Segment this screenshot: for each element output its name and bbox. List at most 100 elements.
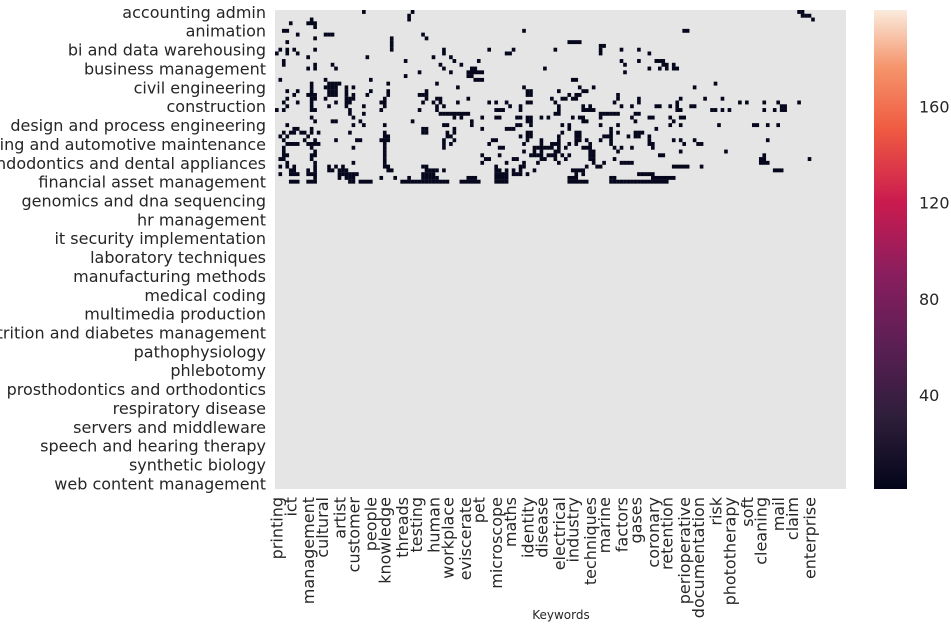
heatmap-cell: [598, 115, 603, 120]
heatmap-cell: [382, 123, 387, 128]
heatmap-cell: [623, 70, 627, 75]
heatmap-cell: [605, 134, 610, 139]
heatmap-cell: [657, 104, 662, 109]
heatmap-cell: [306, 168, 310, 173]
heatmap-cell: [776, 168, 780, 173]
heatmap-cell: [449, 70, 453, 75]
heatmap-cell: [313, 168, 317, 173]
heatmap-cell: [567, 179, 572, 184]
heatmap-cell: [574, 172, 579, 177]
heatmap-cell: [292, 92, 297, 97]
heatmap-cell: [466, 96, 471, 101]
heatmap-cell: [609, 126, 613, 131]
heatmap-cell: [560, 130, 565, 135]
heatmap-cell: [421, 130, 425, 135]
heatmap-cell: [647, 172, 652, 177]
heatmap-cell: [651, 175, 655, 180]
heatmap-cell: [570, 175, 575, 180]
heatmap-cell: [497, 145, 502, 150]
y-tick-label: medical coding: [144, 286, 266, 305]
heatmap-cell: [407, 179, 411, 184]
heatmap-cell: [407, 17, 411, 22]
heatmap-cell: [647, 134, 652, 139]
heatmap-cell: [323, 85, 328, 90]
heatmap-cell: [570, 179, 575, 184]
heatmap-cell: [588, 145, 592, 150]
heatmap-cell: [508, 104, 512, 109]
heatmap-cell: [281, 62, 286, 67]
heatmap-cell: [525, 92, 530, 97]
heatmap-cell: [557, 104, 561, 109]
heatmap-cell: [682, 115, 686, 120]
heatmap-cell: [543, 66, 547, 71]
heatmap-cell: [727, 108, 732, 112]
heatmap-cell: [407, 13, 411, 18]
heatmap-cell: [386, 81, 391, 86]
heatmap-cell: [344, 168, 349, 173]
heatmap-cell: [369, 77, 373, 82]
heatmap-cell: [651, 145, 655, 150]
heatmap-cell: [435, 96, 439, 101]
heatmap-cell: [522, 160, 526, 165]
heatmap-cell: [487, 100, 492, 105]
heatmap-cell: [275, 51, 279, 56]
heatmap-cell: [295, 32, 300, 37]
heatmap-cell: [421, 92, 425, 97]
heatmap-cell: [612, 111, 617, 116]
heatmap-cell: [651, 142, 655, 146]
heatmap-cell: [619, 104, 624, 109]
heatmap-cell: [758, 160, 763, 165]
heatmap-cell: [382, 100, 387, 105]
heatmap-cell: [619, 179, 624, 184]
heatmap-cell: [348, 179, 352, 184]
heatmap-cell: [362, 10, 366, 14]
heatmap-cell: [487, 157, 492, 162]
heatmap-cell: [316, 142, 321, 146]
heatmap-cell: [745, 100, 749, 105]
heatmap-cell: [355, 172, 359, 177]
heatmap-cell: [574, 40, 579, 45]
heatmap-cell: [452, 130, 457, 135]
heatmap-cell: [553, 100, 558, 105]
heatmap-cell: [275, 108, 279, 112]
heatmap-cell: [327, 104, 331, 109]
heatmap-cell: [309, 142, 314, 146]
heatmap-cell: [557, 149, 561, 154]
heatmap-cell: [532, 149, 537, 154]
heatmap-cell: [574, 168, 579, 173]
heatmap-cell: [442, 47, 446, 52]
heatmap-cell: [313, 119, 317, 124]
heatmap-cell: [497, 153, 502, 158]
heatmap-cell: [330, 168, 335, 173]
heatmap-cell: [574, 77, 579, 82]
heatmap-cell: [591, 108, 596, 112]
heatmap-cell: [428, 168, 432, 173]
heatmap-cell: [581, 172, 586, 177]
heatmap-cell: [529, 115, 533, 120]
heatmap-cell: [567, 40, 572, 45]
heatmap-cell: [344, 100, 349, 105]
heatmap-cell: [442, 104, 446, 109]
x-tick-label: customer: [344, 497, 363, 573]
heatmap-cell: [327, 168, 331, 173]
heatmap-cell: [442, 111, 446, 116]
heatmap-cell: [424, 126, 429, 131]
heatmap-cell: [313, 47, 317, 52]
heatmap-cell: [285, 164, 290, 169]
heatmap-cell: [525, 130, 530, 135]
heatmap-cell: [630, 104, 634, 109]
heatmap-cell: [494, 138, 498, 143]
heatmap-cell: [309, 153, 314, 158]
heatmap-cell: [281, 28, 286, 33]
heatmap-cell: [567, 92, 572, 97]
heatmap-cell: [313, 36, 317, 41]
heatmap-cell: [546, 153, 551, 158]
heatmap-cell: [570, 168, 575, 173]
heatmap-cell: [424, 172, 429, 177]
colorbar-tick-label: 120: [919, 194, 950, 213]
heatmap-cell: [424, 164, 429, 169]
heatmap-cell: [630, 115, 634, 120]
heatmap-cell: [414, 179, 418, 184]
heatmap-cell: [330, 81, 335, 86]
heatmap-cell: [348, 108, 352, 112]
